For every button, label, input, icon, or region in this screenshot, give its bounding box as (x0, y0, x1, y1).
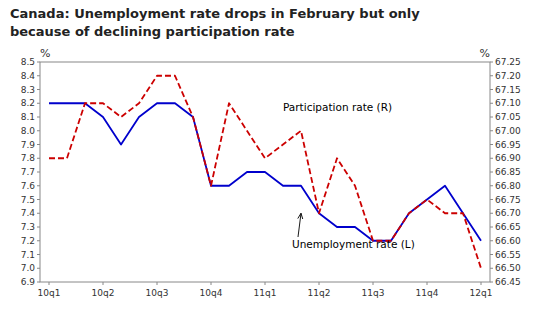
y-tick-label: 7.9 (21, 140, 36, 150)
annotation: Unemployment rate (L) (292, 238, 415, 250)
y-tick (37, 130, 40, 131)
x-tick-label: 11q1 (254, 288, 277, 298)
y-tick-label: 7.7 (21, 167, 35, 177)
y-tick-label: 7.3 (21, 222, 35, 232)
y2-tick-label: 67.25 (495, 57, 521, 67)
y-tick-label: 8.4 (21, 71, 36, 81)
y-tick-label: 8.0 (21, 126, 36, 136)
y2-tick-label: 67.15 (495, 85, 521, 95)
plot-frame (40, 62, 490, 282)
y2-tick (490, 103, 493, 104)
y2-tick (490, 89, 493, 90)
annotation: Participation rate (R) (283, 101, 392, 113)
annotation-arrow (298, 213, 301, 237)
x-tick-label: 10q4 (200, 288, 223, 298)
x-tick-label: 11q2 (308, 288, 331, 298)
y2-tick-label: 67.10 (495, 98, 521, 108)
x-tick (211, 282, 212, 285)
x-tick-label: 11q4 (416, 288, 439, 298)
y-tick-label: 7.6 (21, 181, 36, 191)
x-tick (265, 282, 266, 285)
y2-tick-label: 66.80 (495, 181, 521, 191)
y2-tick (490, 158, 493, 159)
x-tick-label: 10q3 (146, 288, 169, 298)
y2-tick-label: 67.20 (495, 71, 521, 81)
y-tick (37, 227, 40, 228)
y-tick (37, 117, 40, 118)
y2-tick-label: 66.90 (495, 153, 521, 163)
y2-tick (490, 282, 493, 283)
y-tick-label: 7.0 (21, 263, 36, 273)
y-tick (37, 172, 40, 173)
series-line (49, 76, 481, 269)
x-tick (103, 282, 104, 285)
y2-tick (490, 254, 493, 255)
y2-tick (490, 75, 493, 76)
y-tick (37, 213, 40, 214)
y-axis-label: % (40, 47, 50, 60)
y-tick (37, 199, 40, 200)
y-tick-label: 7.5 (21, 195, 35, 205)
y2-tick-label: 66.95 (495, 140, 521, 150)
y2-tick (490, 213, 493, 214)
x-tick (319, 282, 320, 285)
y-tick-label: 7.2 (21, 236, 35, 246)
y2-tick-label: 66.50 (495, 263, 521, 273)
y-tick-label: 8.1 (21, 112, 35, 122)
x-tick (49, 282, 50, 285)
y2-tick-label: 66.70 (495, 208, 521, 218)
y-tick (37, 144, 40, 145)
y2-tick-label: 67.00 (495, 126, 521, 136)
y2-tick-label: 66.75 (495, 195, 521, 205)
y-tick-label: 8.2 (21, 98, 35, 108)
y2-tick (490, 268, 493, 269)
series-line (49, 103, 481, 241)
subtitle: because of declining participation rate (10, 24, 295, 39)
x-tick-label: 11q3 (362, 288, 385, 298)
y-tick (37, 158, 40, 159)
y-tick (37, 89, 40, 90)
x-tick (481, 282, 482, 285)
y2-tick-label: 66.65 (495, 222, 521, 232)
y-tick-label: 7.1 (21, 250, 35, 260)
x-tick-label: 12q1 (470, 288, 493, 298)
y2-tick-label: 66.60 (495, 236, 521, 246)
title: Canada: Unemployment rate drops in Febru… (10, 6, 420, 21)
y-tick (37, 240, 40, 241)
y-tick-label: 8.3 (21, 85, 35, 95)
y2-tick (490, 227, 493, 228)
y-tick (37, 62, 40, 63)
y2-tick (490, 130, 493, 131)
y-tick (37, 185, 40, 186)
y-tick-label: 7.8 (21, 153, 36, 163)
x-tick-label: 10q2 (92, 288, 115, 298)
y-tick (37, 103, 40, 104)
y-tick-label: 6.9 (21, 277, 36, 287)
x-tick-label: 10q1 (38, 288, 61, 298)
y2-tick-label: 67.05 (495, 112, 521, 122)
y-tick-label: 8.5 (21, 57, 35, 67)
y2-tick-label: 66.55 (495, 250, 521, 260)
y2-tick-label: 66.85 (495, 167, 521, 177)
y2-tick (490, 172, 493, 173)
x-tick (373, 282, 374, 285)
y2-tick (490, 185, 493, 186)
y2-tick (490, 199, 493, 200)
y2-axis-label: % (480, 47, 490, 60)
y-tick (37, 254, 40, 255)
y-tick (37, 282, 40, 283)
y-tick-label: 7.4 (21, 208, 36, 218)
y-tick (37, 268, 40, 269)
chart: Canada: Unemployment rate drops in Febru… (0, 0, 535, 314)
plot-area (49, 76, 481, 269)
y2-tick (490, 240, 493, 241)
y-tick (37, 75, 40, 76)
y2-tick (490, 144, 493, 145)
y2-tick (490, 62, 493, 63)
y2-tick-label: 66.45 (495, 277, 521, 287)
x-tick (427, 282, 428, 285)
x-tick (157, 282, 158, 285)
y2-tick (490, 117, 493, 118)
